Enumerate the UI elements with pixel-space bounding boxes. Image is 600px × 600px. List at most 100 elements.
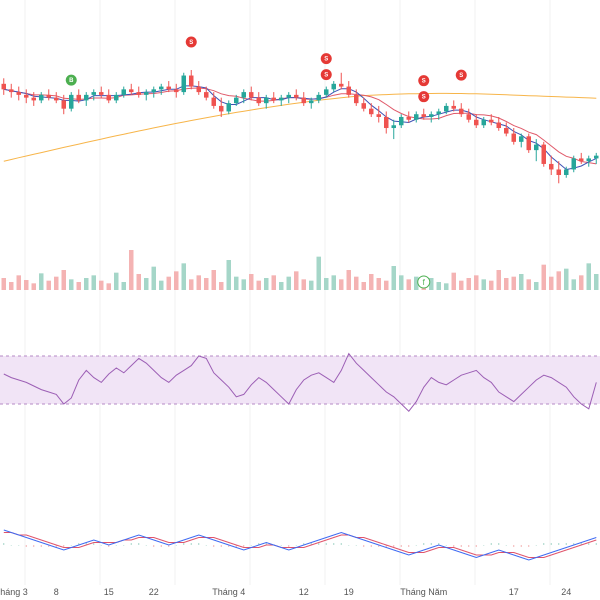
candle-body [361, 103, 366, 109]
price-panel: B S S S S S S [1, 36, 599, 184]
candle-body [421, 114, 426, 117]
macd-histogram-bar [565, 543, 567, 545]
volume-bar [384, 280, 389, 290]
candle [196, 81, 201, 95]
volume-bar [324, 278, 329, 290]
signal-dot [418, 91, 430, 103]
volume-bar [526, 279, 531, 290]
volume-bar [39, 273, 44, 290]
candle [114, 92, 119, 104]
volume-bar [496, 270, 501, 290]
volume-bar [466, 278, 471, 290]
macd-panel [3, 529, 597, 561]
volume-bar [549, 276, 554, 290]
candle-body [69, 94, 74, 109]
candle [16, 86, 21, 101]
sell-signal-badge: S [455, 69, 467, 81]
macd-histogram-bar [355, 545, 357, 546]
volume-bar [519, 274, 524, 290]
candle [571, 155, 576, 173]
volume-bar [309, 280, 314, 290]
signal-dot [320, 69, 332, 81]
candle-body [99, 92, 104, 95]
signal-dot [418, 75, 430, 87]
signal-dot [65, 74, 77, 86]
signal-label: B [69, 78, 74, 84]
candle [376, 105, 381, 123]
macd-histogram-bar [40, 545, 42, 547]
volume-bar [9, 282, 14, 290]
volume-bar [436, 282, 441, 290]
volume-signal-badge: f [417, 275, 431, 289]
macd-histogram-bar [220, 545, 222, 547]
candle [421, 108, 426, 120]
candle-body [549, 163, 554, 170]
candle-body [474, 119, 479, 126]
candle-body [316, 94, 321, 101]
candle-body [354, 94, 359, 104]
macd-signal-line [3, 532, 597, 558]
candle-body [241, 92, 246, 98]
macd-histogram-bar [288, 545, 290, 547]
macd-histogram-bar [415, 545, 417, 546]
macd-histogram-bar [25, 545, 27, 547]
macd-histogram-bar [423, 543, 425, 545]
macd-histogram-bar [70, 545, 72, 546]
candle [249, 86, 254, 101]
candle [166, 81, 171, 93]
candle [121, 86, 126, 98]
candle-body [174, 89, 179, 93]
candle [556, 161, 561, 184]
candle-body [489, 119, 494, 123]
candle [54, 92, 59, 104]
candle-body [391, 125, 396, 129]
candle-body [376, 114, 381, 117]
candle-body [219, 105, 224, 112]
volume-bar [99, 280, 104, 290]
volume-bar [219, 282, 224, 290]
candle-body [31, 97, 36, 101]
macd-histogram-bar [100, 545, 102, 546]
candle-body [91, 92, 96, 95]
macd-histogram-bar [580, 543, 582, 545]
macd-histogram-bar [228, 545, 230, 547]
x-tick-label: 17 [509, 587, 519, 597]
macd-histogram-bar [363, 545, 365, 547]
signal-label: S [422, 95, 426, 101]
candle-body [61, 100, 66, 109]
macd-histogram-bar [453, 545, 455, 547]
oscillator-panel [0, 352, 600, 412]
candle-body [196, 86, 201, 93]
x-tick-label: Tháng Năm [400, 587, 447, 597]
volume-bar [31, 283, 36, 290]
candle [264, 94, 269, 109]
candle-body [76, 94, 81, 101]
x-tick-label: 24 [561, 587, 571, 597]
candle [234, 94, 239, 106]
macd-line [3, 529, 597, 561]
candle [211, 92, 216, 109]
candle-body [121, 89, 126, 95]
macd-histogram-bar [258, 543, 260, 545]
volume-bar [414, 276, 419, 290]
candle-body [481, 119, 486, 126]
candle [279, 94, 284, 106]
candle-body [594, 155, 599, 159]
macd-histogram-bar [505, 545, 507, 546]
candle-body [309, 100, 314, 104]
macd-histogram-bar [78, 543, 80, 545]
macd-histogram-bar [558, 543, 560, 545]
volume-bar [211, 270, 216, 290]
macd-histogram-bar [3, 543, 5, 545]
signal-dot [455, 69, 467, 81]
volume-bar [84, 278, 89, 290]
volume-bar [106, 283, 111, 290]
volume-bar [1, 278, 6, 290]
x-tick-label: 15 [104, 587, 114, 597]
candle-body [54, 97, 59, 101]
macd-histogram-bar [168, 545, 170, 547]
volume-bar [391, 266, 396, 290]
macd-histogram-bar [348, 545, 350, 546]
macd-histogram-bar [588, 543, 590, 545]
candle-body [526, 136, 531, 151]
